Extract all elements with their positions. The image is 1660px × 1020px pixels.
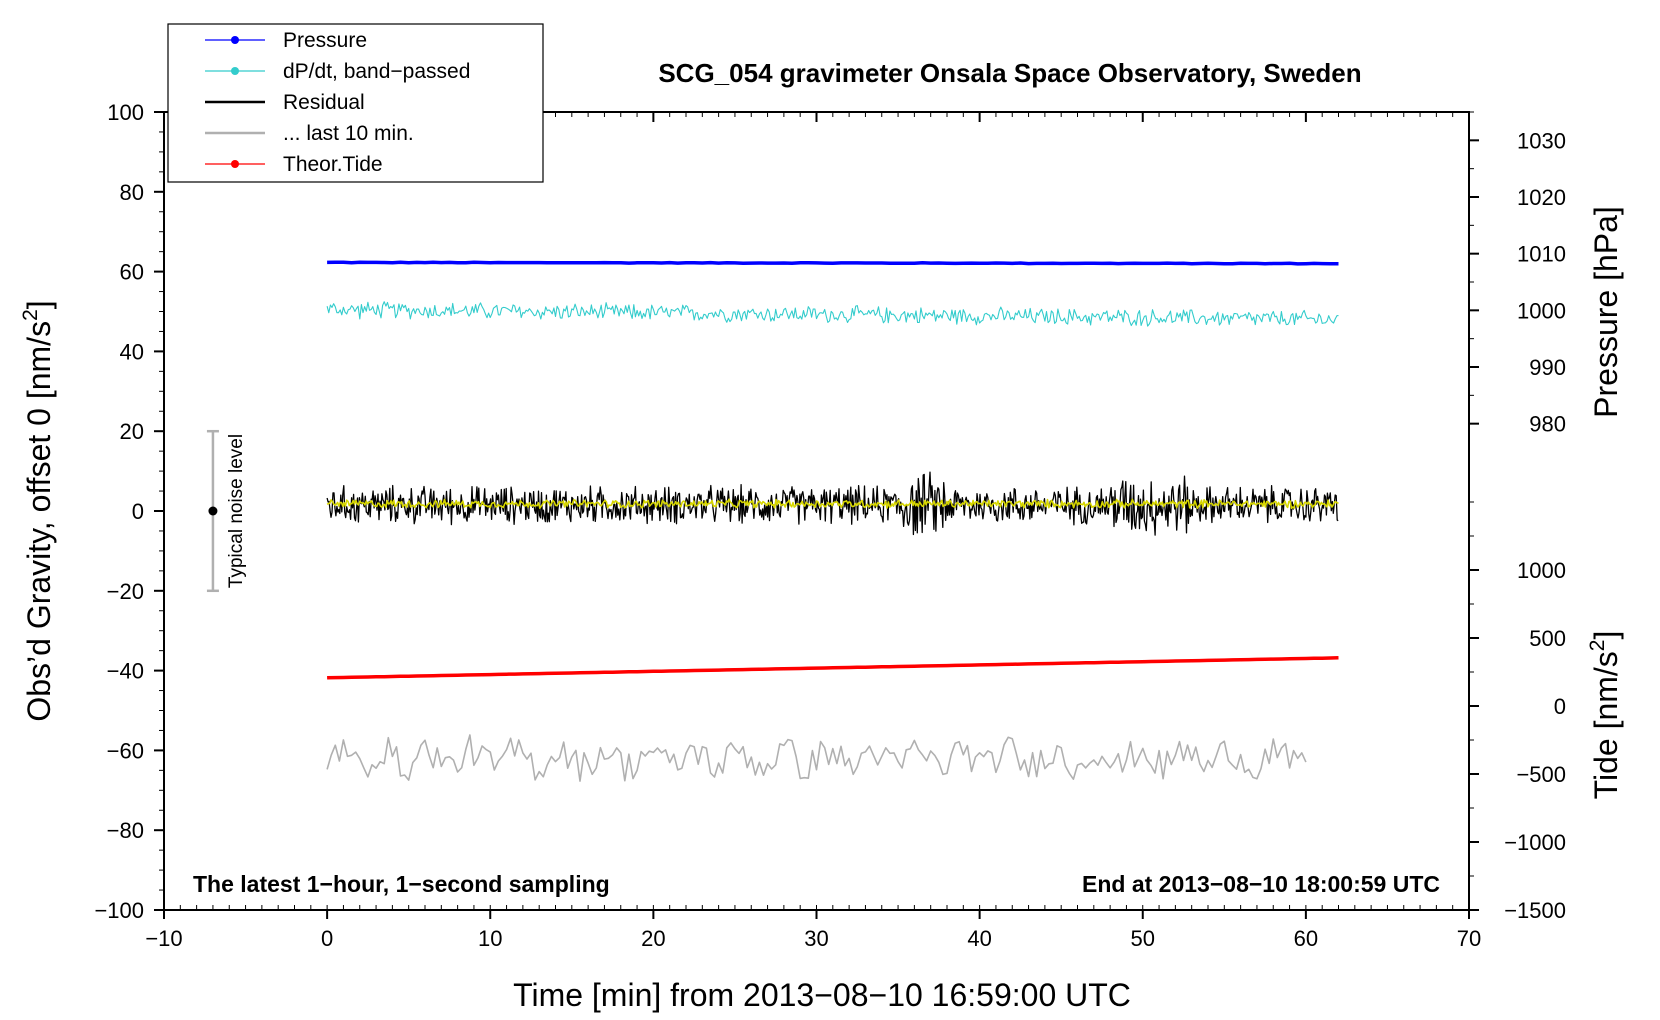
tide-tick-label: −1000 — [1504, 830, 1566, 855]
pressure-tick-label: 1010 — [1517, 242, 1566, 267]
chart-title: SCG_054 gravimeter Onsala Space Observat… — [658, 58, 1361, 88]
x-tick-label: 40 — [967, 926, 991, 951]
pressure-tick-label: 980 — [1529, 412, 1566, 437]
y-axis-title: Obs’d Gravity, offset 0 [nm/s2] — [19, 300, 57, 721]
legend-label-dp-dt-band-passed: dP/dt, band−passed — [283, 60, 470, 83]
legend: Pressure dP/dt, band−passed Residual ... la… — [167, 23, 544, 183]
tide-axis-ticks: 1000 500 0 −500 −1000 −1500 — [1469, 501, 1566, 923]
x-tick-label: 50 — [1131, 926, 1155, 951]
y-tick-label: −80 — [107, 818, 144, 843]
tide-tick-label: −500 — [1516, 762, 1566, 787]
y-tick-label: −100 — [94, 898, 144, 923]
x-tick-label: 30 — [804, 926, 828, 951]
y-tick-label: 0 — [132, 499, 144, 524]
y-axis-title-sup: 2 — [19, 309, 42, 321]
tide-tick-label: −1500 — [1504, 898, 1566, 923]
legend-label-theor-tide: Theor.Tide — [283, 153, 383, 176]
x-axis-ticks: −10 0 10 20 30 40 50 60 70 — [145, 112, 1481, 951]
series-line-theor-tide — [327, 656, 1339, 680]
tide-tick-label: 500 — [1529, 626, 1566, 651]
minor-ticks — [159, 111, 1470, 911]
series-layer — [326, 260, 1339, 782]
y-tick-label: −40 — [107, 659, 144, 684]
noise-level-label: Typical noise level — [226, 434, 247, 588]
noise-bar-center-dot — [208, 506, 218, 516]
legend-label-last-10-min: ... last 10 min. — [283, 122, 414, 145]
y-tick-label: −20 — [107, 579, 144, 604]
y-axis-title-end: ] — [21, 300, 57, 309]
x-tick-label: 70 — [1457, 926, 1481, 951]
series-line-dp-dt-band-passed — [326, 301, 1339, 327]
x-tick-label: 20 — [641, 926, 665, 951]
y-tick-label: 60 — [120, 260, 144, 285]
tide-tick-label: 1000 — [1517, 558, 1566, 583]
legend-marker-pressure — [231, 36, 239, 44]
tide-axis-title-main: Tide [nm/s — [1588, 651, 1624, 799]
note-left: The latest 1−hour, 1−second sampling — [193, 871, 610, 897]
legend-marker-dp-dt-band-passed — [231, 67, 239, 75]
pressure-tick-label: 1000 — [1517, 298, 1566, 323]
series-line-residual-smoothed — [326, 498, 1339, 510]
x-tick-label: 10 — [478, 926, 502, 951]
note-right: End at 2013−08−10 18:00:59 UTC — [1082, 871, 1440, 897]
series-line-last-10-min — [326, 734, 1307, 782]
legend-label-residual: Residual — [283, 91, 365, 114]
legend-marker-theor-tide — [231, 160, 239, 168]
y-axis-ticks: 100 80 60 40 20 0 −20 −40 −60 −80 −100 — [94, 100, 164, 923]
y-axis-title-main: Obs’d Gravity, offset 0 [nm/s — [21, 321, 57, 722]
y-tick-label: 20 — [120, 419, 144, 444]
pressure-axis-title: Pressure [hPa] — [1588, 206, 1624, 418]
tide-axis-title-end: ] — [1588, 631, 1624, 640]
pressure-tick-label: 1030 — [1517, 128, 1566, 153]
legend-label-pressure: Pressure — [283, 29, 367, 52]
x-axis-title: Time [min] from 2013−08−10 16:59:00 UTC — [513, 977, 1131, 1013]
pressure-tick-label: 1020 — [1517, 185, 1566, 210]
tide-axis-title-sup: 2 — [1586, 640, 1609, 652]
x-tick-label: −10 — [145, 926, 182, 951]
y-tick-label: −60 — [107, 738, 144, 763]
y-tick-label: 100 — [107, 100, 144, 125]
tide-axis-title: Tide [nm/s2] — [1586, 631, 1624, 800]
x-tick-label: 60 — [1294, 926, 1318, 951]
pressure-tick-label: 990 — [1529, 355, 1566, 380]
pressure-axis-ticks: 1030 1020 1010 1000 990 980 — [1469, 111, 1566, 437]
series-line-pressure — [327, 260, 1339, 266]
noise-bar: Typical noise level — [206, 429, 247, 593]
x-tick-label: 0 — [321, 926, 333, 951]
y-tick-label: 80 — [120, 180, 144, 205]
tide-tick-label: 0 — [1554, 694, 1566, 719]
y-tick-label: 40 — [120, 339, 144, 364]
